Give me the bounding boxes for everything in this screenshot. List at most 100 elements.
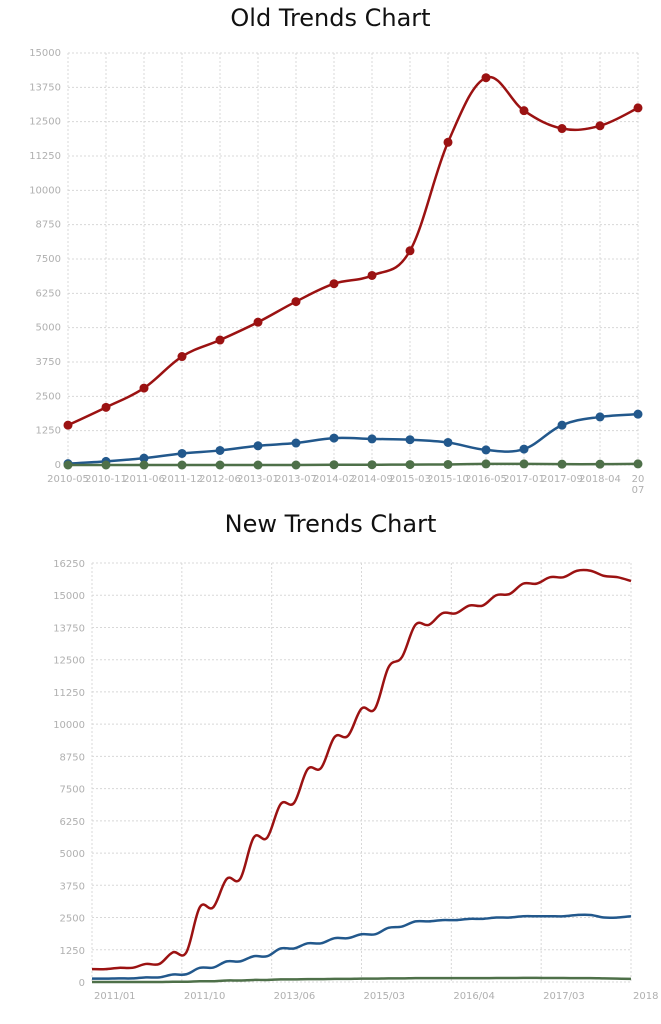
x-tick-label: 2013-01 [237,474,279,485]
data-point [177,352,187,362]
y-tick-label: 0 [79,978,85,989]
y-tick-label: 15000 [53,591,85,602]
y-tick-label: 13750 [53,623,85,634]
data-point [177,448,187,458]
new-trends-chart-title: New Trends Chart [224,510,437,538]
data-point [519,106,529,116]
x-tick-label: 2017-01 [503,474,545,485]
data-point [367,434,377,444]
y-tick-label: 3750 [60,881,85,892]
x-tick-label: 2014-02 [313,474,355,485]
data-point [63,460,73,470]
x-tick-label: 2013/06 [274,991,316,1002]
x-tick-label: 2014-09 [351,474,393,485]
x-tick-label: 2010-11 [85,474,127,485]
series-line-0 [67,75,639,427]
x-tick-label: 2015-03 [389,474,431,485]
data-point [595,121,605,131]
data-point [291,460,301,470]
data-point [329,433,339,443]
y-tick-label: 15000 [29,48,61,59]
data-point [215,335,225,345]
x-tick-label: 2011-06 [123,474,165,485]
data-point [405,246,415,256]
data-point [253,441,263,451]
data-point [329,279,339,289]
x-tick-label: 2016/04 [453,991,495,1002]
data-point [633,409,643,419]
x-tick-label: 20 [632,474,645,485]
data-point [253,460,263,470]
y-tick-label: 5000 [36,323,61,334]
data-point [633,459,643,469]
y-tick-label: 16250 [53,559,85,570]
y-tick-label: 2500 [36,391,61,402]
y-tick-label: 0 [55,460,61,471]
y-tick-label: 12500 [29,117,61,128]
y-tick-label: 12500 [53,656,85,667]
y-tick-label: 8750 [60,752,85,763]
x-tick-label: 2011-12 [161,474,203,485]
y-tick-label: 13750 [29,82,61,93]
y-tick-label: 1250 [36,426,61,437]
x-tick-label: 2010-05 [47,474,89,485]
data-point [291,297,301,307]
data-point [443,437,453,447]
data-point [367,270,377,280]
x-tick-label: 2012-06 [199,474,241,485]
data-point [101,402,111,412]
y-tick-label: 11250 [53,688,85,699]
x-tick-label: 2011/10 [184,991,226,1002]
old-trends-chart-title: Old Trends Chart [230,4,431,32]
x-tick-label: 2018 [633,991,658,1002]
data-point [101,460,111,470]
y-tick-label: 8750 [36,220,61,231]
data-point [557,124,567,134]
y-tick-label: 10000 [53,720,85,731]
series-line-2 [91,976,632,984]
data-point [481,73,491,83]
data-point [595,459,605,469]
x-tick-label: 2017-09 [541,474,583,485]
data-point [557,420,567,430]
data-point [253,317,263,327]
grid-lines [91,562,632,983]
data-point [63,420,73,430]
y-tick-label: 2500 [60,914,85,925]
data-point [367,460,377,470]
series-line-0 [91,568,632,971]
y-tick-label: 6250 [36,288,61,299]
y-tick-label: 1250 [60,946,85,957]
x-tick-label: 07 [632,485,645,496]
data-point [177,460,187,470]
data-point [595,412,605,422]
x-tick-label: 2015/03 [364,991,406,1002]
series-line-1 [91,913,632,980]
data-point [519,444,529,454]
y-tick-label: 5000 [60,849,85,860]
y-tick-label: 3750 [36,357,61,368]
y-tick-label: 6250 [60,817,85,828]
x-tick-label: 2017/03 [543,991,585,1002]
x-tick-label: 2011/01 [94,991,136,1002]
data-point [139,453,149,463]
data-point [481,445,491,455]
data-point [405,435,415,445]
grid-lines [67,52,639,466]
data-point [139,383,149,393]
y-tick-label: 7500 [60,785,85,796]
series-line-2 [68,462,639,467]
data-point [519,459,529,469]
x-tick-label: 2016-05 [465,474,507,485]
y-tick-label: 10000 [29,185,61,196]
data-point [291,438,301,448]
data-point [443,137,453,147]
x-tick-label: 2018-04 [579,474,621,485]
data-point [215,460,225,470]
data-point [405,460,415,470]
data-point [139,460,149,470]
data-point [633,103,643,113]
data-point [443,459,453,469]
data-point [481,459,491,469]
